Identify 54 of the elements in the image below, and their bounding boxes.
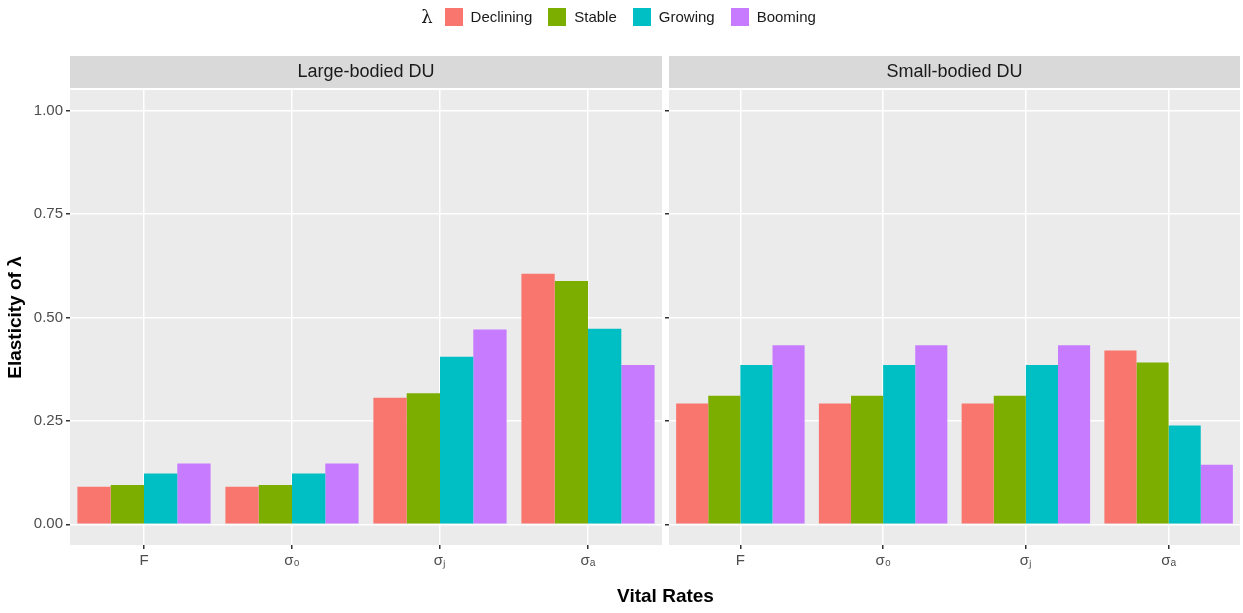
bar (1025, 365, 1058, 524)
chart-title: Small-bodied DU (886, 60, 1023, 81)
bar (373, 397, 407, 524)
y-tick-label: 1.00 (33, 100, 63, 118)
bar (588, 328, 622, 524)
x-axis-title: Vital Rates (616, 585, 715, 607)
bar (521, 273, 555, 524)
legend-label: Growing (658, 8, 715, 25)
legend-label: Stable (574, 8, 617, 25)
y-tick-label: 0.00 (33, 514, 63, 532)
legend-label: Booming (756, 8, 816, 25)
bar (1168, 425, 1201, 524)
bar (772, 345, 805, 524)
bar (258, 485, 292, 524)
bar (406, 393, 440, 524)
bar (915, 345, 948, 524)
bar (1057, 345, 1091, 524)
bar (1136, 362, 1169, 524)
bar (554, 281, 588, 524)
bar (993, 395, 1026, 524)
y-tick-label: 0.25 (33, 411, 63, 429)
bar (961, 403, 994, 524)
chart-title: Large-bodied DU (297, 60, 435, 81)
x-tick-label: σₐ (1161, 551, 1177, 569)
bar (676, 403, 709, 524)
bar (325, 463, 359, 524)
legend-title: λ (421, 6, 433, 27)
y-tick-label: 0.75 (33, 204, 63, 222)
bar (440, 356, 474, 524)
bar (292, 473, 326, 524)
bar (1104, 350, 1137, 524)
x-tick-label: σⱼ (433, 551, 447, 570)
x-tick-label: F (735, 551, 745, 569)
legend-label: Declining (470, 8, 533, 25)
x-tick-label: σₐ (580, 551, 596, 569)
x-tick-label: F (139, 551, 149, 569)
x-tick-label: σⱼ (1019, 551, 1033, 570)
bar (708, 395, 741, 524)
bar (225, 486, 259, 524)
y-axis-title: Elasticity of λ (3, 255, 25, 379)
bar (110, 485, 144, 524)
bar (818, 403, 852, 524)
bar (740, 365, 773, 524)
x-tick-label: σ₀ (284, 551, 300, 569)
bar (851, 395, 884, 524)
x-tick-label: σ₀ (875, 551, 891, 569)
bar (77, 486, 111, 524)
bar (883, 365, 916, 524)
bar (473, 329, 507, 524)
y-tick-label: 0.50 (33, 307, 63, 325)
bar (1200, 464, 1233, 524)
bar (177, 463, 211, 524)
bar (144, 473, 178, 524)
bar (621, 365, 655, 524)
